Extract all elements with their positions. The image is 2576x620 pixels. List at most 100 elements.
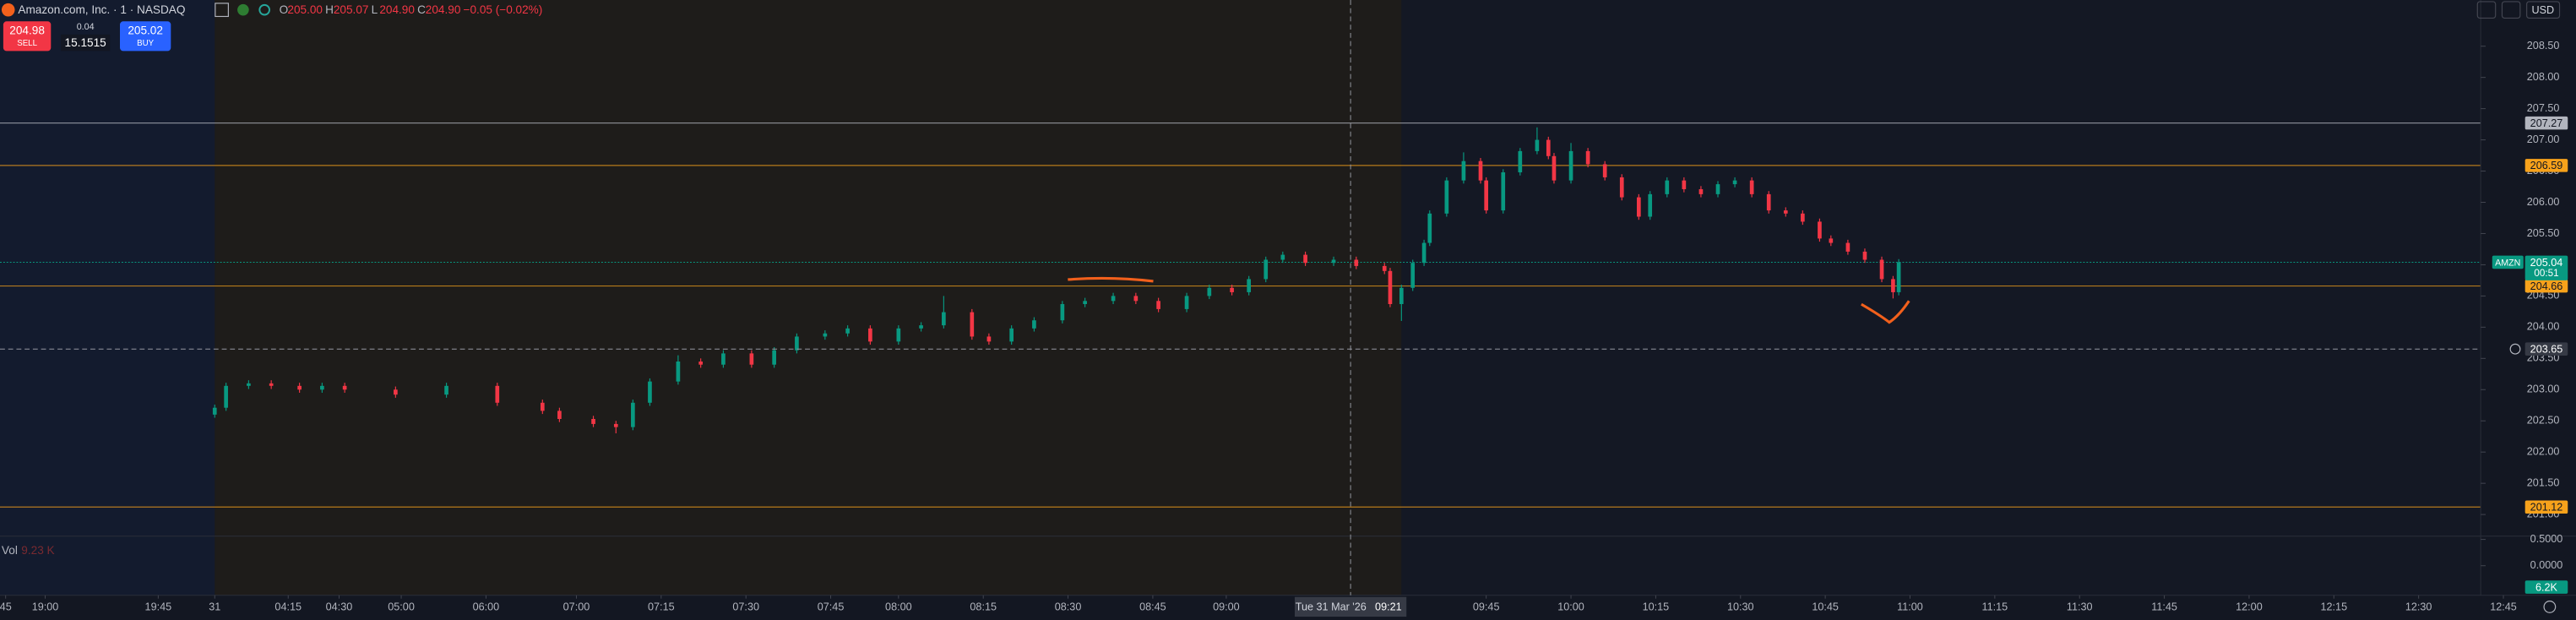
- volume-tick-label: 0.5000: [2530, 533, 2563, 545]
- candle-body: [1682, 180, 1687, 189]
- status-icon: [258, 3, 270, 16]
- candle-body: [749, 353, 754, 365]
- candle-body: [1619, 177, 1624, 198]
- candle-body: [1421, 242, 1427, 264]
- sell-label[interactable]: SELL: [17, 39, 37, 48]
- candle-body: [1032, 320, 1036, 329]
- y-tick-label: 208.00: [2527, 71, 2560, 83]
- fullscreen-button[interactable]: [2501, 1, 2521, 19]
- sell-button[interactable]: [3, 21, 52, 52]
- currency[interactable]: USD: [2531, 4, 2554, 16]
- candle-body: [297, 385, 302, 390]
- candle-body: [1585, 150, 1590, 165]
- candle-body: [1461, 160, 1466, 181]
- candle-body: [986, 336, 992, 342]
- x-tick-label: 08:30: [1055, 601, 1082, 613]
- quantity-box[interactable]: [60, 34, 111, 52]
- crosshair-date: Tue 31 Mar '26: [1296, 601, 1367, 613]
- candle-body: [1636, 197, 1641, 217]
- quantity[interactable]: 15.1515: [65, 36, 106, 49]
- volume-value: 9.23 K: [21, 544, 54, 557]
- candle-body: [896, 328, 901, 342]
- y-tick-label: 202.50: [2527, 415, 2560, 427]
- candle-body: [224, 385, 228, 408]
- candle-body: [1207, 287, 1212, 296]
- volume-label: Vol: [2, 544, 18, 557]
- y-tick-label: 208.50: [2527, 40, 2560, 52]
- candle-body: [1230, 287, 1234, 292]
- candle-body: [1247, 279, 1252, 292]
- candle-body: [557, 411, 562, 420]
- download-button[interactable]: [2476, 1, 2497, 19]
- price-axis: [2481, 0, 2576, 620]
- candle-body: [942, 312, 946, 326]
- candle-body: [540, 402, 545, 411]
- ohlc-value: 204.90: [379, 3, 415, 16]
- x-tick-label: 08:15: [970, 601, 997, 613]
- candle-body: [1133, 296, 1139, 302]
- ohlc-key: L: [372, 3, 378, 16]
- x-tick-label: 10:30: [1727, 601, 1754, 613]
- x-tick-label: 45: [0, 601, 12, 613]
- x-tick-label: 12:00: [2236, 601, 2263, 613]
- x-tick-label: 04:30: [326, 601, 353, 613]
- crosshair-price-box: [2524, 342, 2568, 356]
- candle-body: [1060, 303, 1065, 321]
- candle-body: [1184, 296, 1189, 309]
- clover-icon: [237, 3, 249, 16]
- flag-icon[interactable]: [215, 3, 229, 18]
- y-tick-label: 202.00: [2527, 446, 2560, 458]
- candle-body: [1801, 213, 1805, 222]
- drawing-line: [1068, 276, 1154, 283]
- ohlc-legend: O 205.00 H 205.07 L 204.90 C 204.90: [280, 3, 461, 16]
- level-label: 206.59: [2530, 160, 2563, 171]
- change: −0.05 (−0.02%): [464, 3, 543, 16]
- buy-button[interactable]: [119, 21, 171, 52]
- ohlc-value: 205.00: [287, 3, 323, 16]
- y-tick-label: 204.00: [2527, 321, 2560, 333]
- candle-body: [1083, 301, 1087, 304]
- candle-body: [795, 336, 799, 351]
- buy-price[interactable]: 205.02: [128, 24, 163, 37]
- settings-icon[interactable]: [2543, 601, 2557, 613]
- level-label-box: [2524, 116, 2568, 130]
- x-tick-label: 07:45: [818, 601, 845, 613]
- x-tick-label: 11:45: [2151, 601, 2177, 613]
- candle-body: [1715, 184, 1720, 194]
- candle-body: [631, 402, 635, 427]
- candle-body: [1280, 254, 1285, 260]
- buy-label[interactable]: BUY: [137, 39, 154, 48]
- y-tick-label: 203.00: [2527, 383, 2560, 395]
- candle-body: [212, 407, 217, 415]
- level-label: 207.27: [2530, 117, 2563, 129]
- candle-body: [1818, 221, 1822, 239]
- x-tick-label: 10:45: [1812, 601, 1839, 613]
- countdown: 00:51: [2534, 268, 2558, 279]
- session-background: [215, 0, 1402, 596]
- candle-body: [823, 333, 828, 337]
- ohlc-value: 205.07: [334, 3, 369, 16]
- x-tick-label: 08:00: [885, 601, 912, 613]
- x-tick-label: 07:00: [563, 601, 590, 613]
- x-tick-label: 04:15: [274, 601, 302, 613]
- sell-price[interactable]: 204.98: [9, 24, 45, 37]
- level-label: 201.12: [2530, 502, 2563, 514]
- candle-body: [1427, 213, 1432, 243]
- volume-tick-label: 0.0000: [2530, 559, 2563, 571]
- x-tick-label: 05:00: [388, 601, 415, 613]
- level-label-box: [2524, 500, 2568, 514]
- candle-body: [1111, 296, 1116, 302]
- candle-body: [1862, 251, 1867, 260]
- drawing-check: [1861, 300, 1910, 324]
- ohlc-key: H: [325, 3, 334, 16]
- candle-body: [591, 419, 595, 424]
- candle-body: [1382, 265, 1387, 271]
- level-label: 204.66: [2530, 280, 2563, 292]
- candle-body: [1354, 259, 1359, 266]
- candle-body: [1484, 180, 1489, 211]
- currency-button[interactable]: [2526, 1, 2561, 19]
- candle-body: [1399, 287, 1404, 304]
- symbol-name[interactable]: Amazon.com, Inc. · 1 · NASDAQ: [18, 3, 185, 16]
- x-tick-label: 08:45: [1139, 601, 1166, 613]
